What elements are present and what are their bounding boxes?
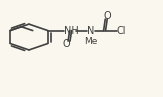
Text: Me: Me: [84, 37, 97, 46]
Text: O: O: [103, 11, 111, 21]
Text: NH: NH: [64, 26, 79, 36]
Text: Cl: Cl: [117, 26, 126, 36]
Text: O: O: [63, 39, 70, 49]
Text: N: N: [87, 26, 94, 36]
